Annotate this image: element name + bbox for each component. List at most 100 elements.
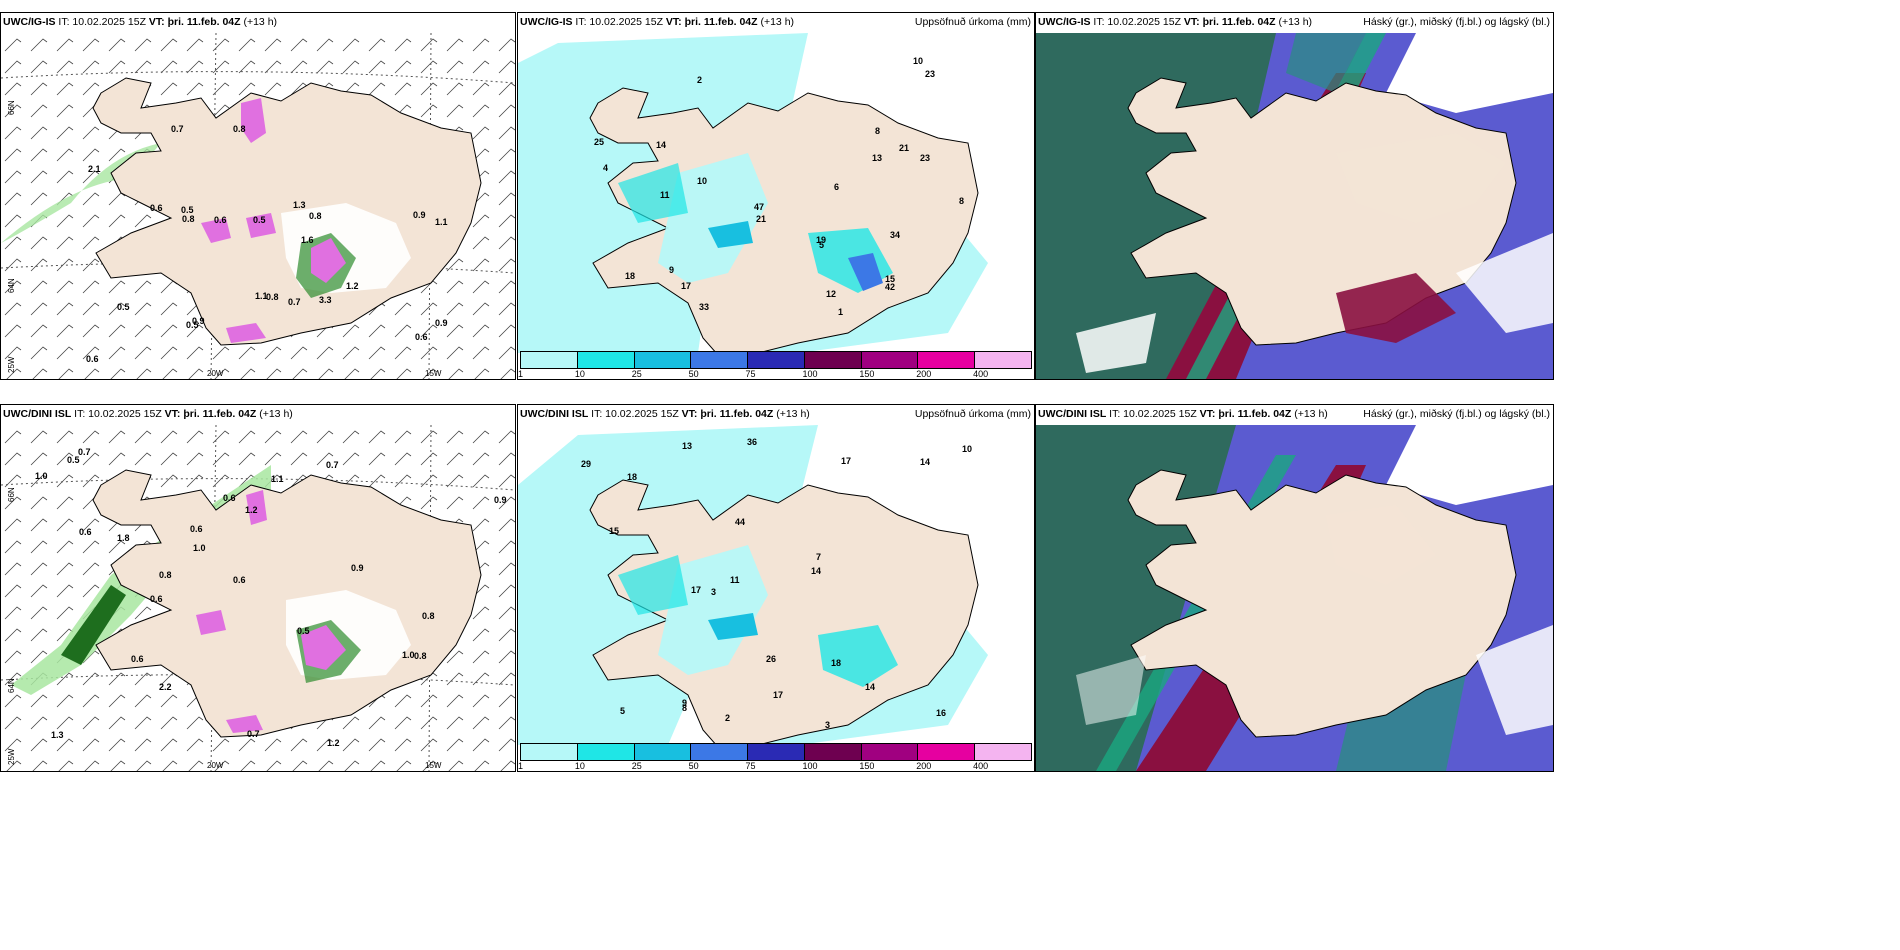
legend-tick-label: 1 bbox=[518, 369, 524, 379]
value-label: 0.6 bbox=[150, 203, 163, 213]
legend-swatch bbox=[634, 352, 692, 368]
value-label: 18 bbox=[625, 271, 635, 281]
legend-tick-label: 200 bbox=[916, 761, 932, 771]
value-label: 13 bbox=[872, 153, 882, 163]
lon-label-20w: 20W bbox=[207, 369, 224, 378]
panel-title: UWC/DINI ISL IT: 10.02.2025 15Z VT: þri.… bbox=[520, 408, 810, 420]
value-label: 16 bbox=[936, 708, 946, 718]
value-label: 0.7 bbox=[326, 460, 339, 470]
value-label: 1.2 bbox=[245, 505, 258, 515]
legend-swatch bbox=[521, 352, 578, 368]
legend-tick-label: 100 bbox=[802, 761, 818, 771]
value-label: 3 bbox=[711, 587, 716, 597]
value-label: 0.6 bbox=[223, 493, 236, 503]
value-label: 21 bbox=[756, 214, 766, 224]
lon-label-15w: 15W bbox=[425, 369, 442, 378]
value-label: 5 bbox=[819, 240, 824, 250]
precip-map: 2 3 9 14 13 18 17 16 36 44 14 17 11 26 17 14 15 8 3 29 18 10 7… bbox=[518, 425, 988, 745]
value-label: 17 bbox=[773, 690, 783, 700]
value-label: 1.1 bbox=[255, 291, 268, 301]
value-label: 1.3 bbox=[51, 730, 64, 740]
value-label: 9 bbox=[669, 265, 674, 275]
panel-field-label: Uppsöfnuð úrkoma (mm) bbox=[914, 408, 1031, 420]
value-label: 0.8 bbox=[266, 292, 279, 302]
lon-label-15w: 15W bbox=[425, 761, 442, 770]
panel-title: UWC/IG-IS IT: 10.02.2025 15Z VT: þri. 11… bbox=[1038, 16, 1313, 28]
precip-value-labels: 2 3 9 14 13 18 17 16 36 44 14 17 11 26 17 14 15 8 3 29 18 10 7… bbox=[581, 437, 972, 730]
value-label: 0.7 bbox=[247, 729, 260, 739]
legend-swatch bbox=[577, 352, 635, 368]
value-label: 1.2 bbox=[327, 738, 340, 748]
legend-tick-label: 75 bbox=[745, 761, 756, 771]
lon-label-20w: 20W bbox=[207, 761, 224, 770]
value-label: 34 bbox=[890, 230, 900, 240]
value-label: 47 bbox=[754, 202, 764, 212]
panel-precip-igis: UWC/IG-IS IT: 10.02.2025 15Z VT: þri. 11… bbox=[517, 12, 1035, 380]
panel-field-label: Háský (gr.), miðský (fj.bl.) og lágský (… bbox=[1363, 408, 1550, 420]
value-label: 26 bbox=[766, 654, 776, 664]
legend-tick-label: 10 bbox=[574, 369, 585, 379]
legend-tick-label: 400 bbox=[973, 761, 989, 771]
panel-clouds-igis: UWC/IG-IS IT: 10.02.2025 15Z VT: þri. 11… bbox=[1035, 12, 1554, 380]
value-label: 11 bbox=[660, 190, 670, 200]
legend-swatch bbox=[521, 744, 578, 760]
lat-label-66n: 66N bbox=[7, 487, 16, 502]
lat-label-64n: 64N bbox=[7, 678, 16, 693]
legend-tick-label: 25 bbox=[631, 761, 642, 771]
legend-swatch bbox=[861, 352, 919, 368]
panel-precip-dini: UWC/DINI ISL IT: 10.02.2025 15Z VT: þri.… bbox=[517, 404, 1035, 772]
value-label: 0.6 bbox=[190, 524, 203, 534]
value-label: 1.2 bbox=[346, 281, 359, 291]
value-label: 0.6 bbox=[79, 527, 92, 537]
value-label: 17 bbox=[691, 585, 701, 595]
panel-field-label: Uppsöfnuð úrkoma (mm) bbox=[914, 16, 1031, 28]
value-label: 9 bbox=[682, 698, 687, 708]
lat-label-64n: 64N bbox=[7, 278, 16, 293]
value-label: 0.8 bbox=[309, 211, 322, 221]
value-label: 14 bbox=[656, 140, 666, 150]
value-label: 3 bbox=[825, 720, 830, 730]
value-label: 10 bbox=[913, 56, 923, 66]
value-label: 8 bbox=[959, 196, 964, 206]
legend-swatch bbox=[634, 744, 692, 760]
value-label: 3.3 bbox=[319, 295, 332, 305]
value-label: 14 bbox=[811, 566, 821, 576]
panel-title: UWC/DINI ISL IT: 10.02.2025 15Z VT: þri.… bbox=[1038, 408, 1328, 420]
value-label: 0.9 bbox=[413, 210, 426, 220]
legend-tick-label: 1 bbox=[518, 761, 524, 771]
value-label: 17 bbox=[841, 456, 851, 466]
value-label: 13 bbox=[682, 441, 692, 451]
value-label: 0.9 bbox=[435, 318, 448, 328]
legend-tick-label: 50 bbox=[688, 369, 699, 379]
value-label: 23 bbox=[920, 153, 930, 163]
legend-swatch bbox=[691, 744, 749, 760]
value-label: 0.6 bbox=[131, 654, 144, 664]
value-label: 29 bbox=[581, 459, 591, 469]
value-label: 17 bbox=[681, 281, 691, 291]
value-label: 0.5 bbox=[297, 626, 310, 636]
value-label: 8 bbox=[875, 126, 880, 136]
cloud-map bbox=[1036, 33, 1553, 379]
value-label: 0.5 bbox=[181, 205, 194, 215]
panel-field-label: Háský (gr.), miðský (fj.bl.) og lágský (… bbox=[1363, 16, 1550, 28]
value-label: 0.6 bbox=[86, 354, 99, 364]
legend-tick-label: 400 bbox=[973, 369, 989, 379]
panel-title: UWC/DINI ISL IT: 10.02.2025 15Z VT: þri.… bbox=[3, 408, 293, 420]
value-label: 1.0 bbox=[402, 650, 415, 660]
legend-swatch bbox=[861, 744, 919, 760]
lat-label-66n: 66N bbox=[7, 100, 16, 115]
panel-title: UWC/IG-IS IT: 10.02.2025 15Z VT: þri. 11… bbox=[3, 16, 278, 28]
value-label: 8 bbox=[682, 703, 687, 713]
legend-tick-label: 100 bbox=[802, 369, 818, 379]
legend-tick-label: 10 bbox=[574, 761, 585, 771]
value-label: 36 bbox=[747, 437, 757, 447]
value-label: 0.5 bbox=[67, 455, 80, 465]
value-label: 0.9 bbox=[351, 563, 364, 573]
legend-tick-label: 50 bbox=[688, 761, 699, 771]
value-label: 0.5 bbox=[117, 302, 130, 312]
legend-swatch bbox=[804, 352, 862, 368]
legend-swatch bbox=[975, 744, 1032, 760]
legend-swatch bbox=[748, 744, 805, 760]
value-label: 15 bbox=[885, 274, 895, 284]
value-label: 0.8 bbox=[233, 124, 246, 134]
